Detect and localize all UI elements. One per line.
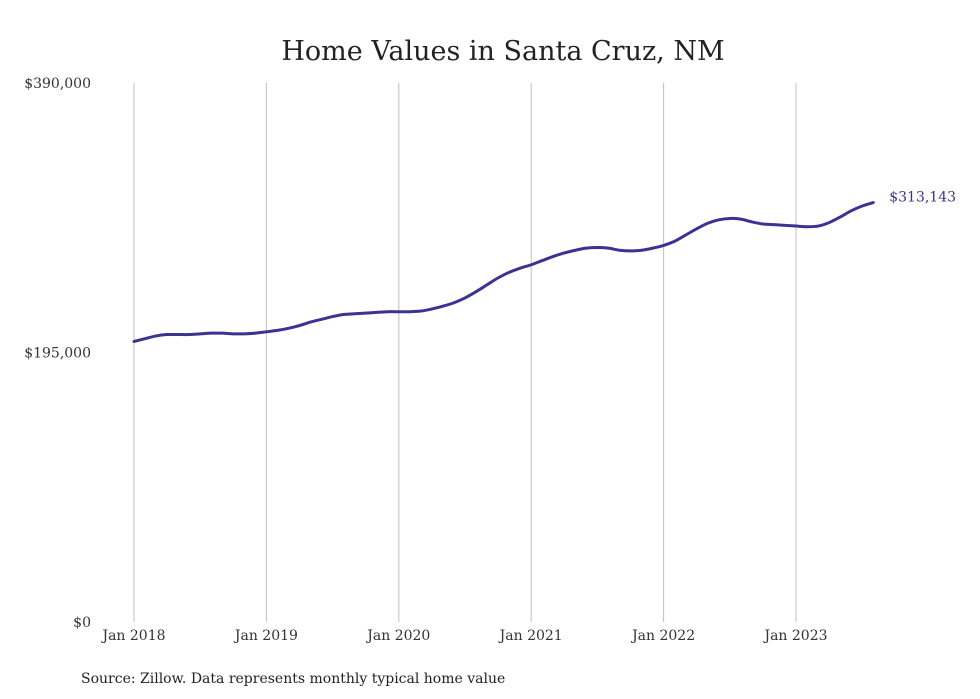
series-end-label: $313,143 <box>889 190 956 206</box>
chart-title: Home Values in Santa Cruz, NM <box>281 36 724 67</box>
series-layer: $313,143 <box>132 190 956 343</box>
x-tick-label: Jan 2018 <box>100 628 165 644</box>
gridlines <box>133 83 797 622</box>
y-axis-tick-labels: $0 $195,000 $390,000 <box>24 76 91 631</box>
y-tick-label: $0 <box>73 615 91 631</box>
x-tick-label: Jan 2023 <box>762 628 827 644</box>
x-tick-label: Jan 2022 <box>630 628 695 644</box>
x-tick-label: Jan 2019 <box>233 628 298 644</box>
source-note: Source: Zillow. Data represents monthly … <box>81 671 505 687</box>
x-axis-tick-labels: Jan 2018 Jan 2019 Jan 2020 Jan 2021 Jan 2022… <box>100 628 827 644</box>
y-tick-label: $195,000 <box>24 346 91 362</box>
series-line-0 <box>132 201 875 343</box>
y-tick-label: $390,000 <box>24 76 91 92</box>
x-tick-label: Jan 2020 <box>365 628 430 644</box>
x-tick-label: Jan 2021 <box>498 628 563 644</box>
